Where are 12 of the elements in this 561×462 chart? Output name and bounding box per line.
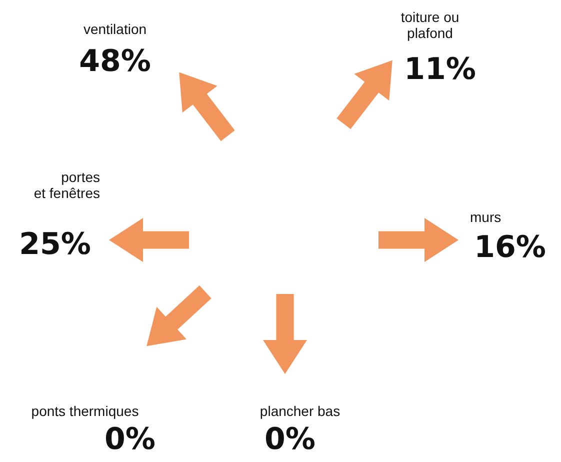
data-label: 0%	[104, 422, 156, 457]
category-label: toiture ou plafond	[400, 9, 460, 41]
data-label: 25%	[19, 227, 91, 262]
data-label: 16%	[474, 230, 546, 265]
category-label: ponts thermiques	[31, 403, 139, 419]
data-label: 48%	[79, 44, 151, 79]
category-label: murs	[470, 209, 502, 225]
category-label: plancher bas	[260, 403, 340, 419]
category-label: ventilation	[83, 21, 147, 37]
category-label: portes et fenêtres	[34, 169, 100, 201]
data-label: 11%	[404, 52, 476, 87]
data-label: 0%	[264, 422, 316, 457]
